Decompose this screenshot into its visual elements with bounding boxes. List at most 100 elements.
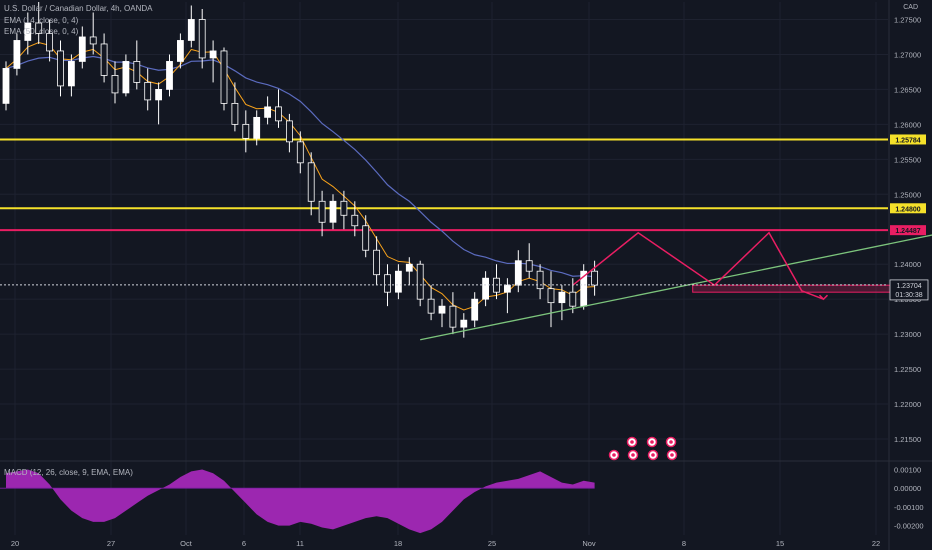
candle-body [471,298,479,321]
candle-body [285,120,293,143]
candle-body [100,43,108,76]
candle-body [264,106,272,118]
price-tick-label: 1.27500 [894,15,921,24]
candle-body [46,33,53,52]
candle-body [24,22,32,41]
candle-body [373,249,381,276]
economic-event-dot-icon [630,440,634,444]
ema-14-legend[interactable]: EMA (14, close, 0, 4) [4,16,79,25]
current-price-label: 1.23704 [896,283,921,290]
candle-body [558,291,566,304]
candle-body [220,50,228,104]
candle-body [318,200,326,223]
candle-body [209,50,217,59]
time-tick-label: Oct [180,539,193,548]
candle-body [296,141,304,164]
time-tick-label: 15 [776,539,784,548]
candle-body [275,106,282,122]
candle-body [155,89,163,101]
candle-body [307,162,315,202]
macd-tick-label: -0.00100 [894,503,924,512]
economic-event-dot-icon [612,453,616,457]
macd-histogram [6,469,595,534]
candle-body [384,274,391,293]
candle-body [133,61,141,83]
projection-arrowhead [818,294,829,301]
bar-countdown-label: 01:30:38 [895,292,922,299]
candle-body [231,102,239,125]
candle-body [166,61,173,90]
candle-body [35,22,43,34]
candle-body [525,260,533,272]
economic-event-dot-icon [631,453,635,457]
macd-legend[interactable]: MACD (12, 26, close, 9, EMA, EMA) [4,468,133,477]
price-tick-label: 1.22000 [894,400,921,409]
macd-tick-label: 0.00100 [894,465,921,474]
candle-body [591,270,598,286]
candle-body [68,61,75,87]
candle-body [416,263,424,300]
level-price-tag [890,203,926,214]
price-tick-label: 1.24000 [894,260,921,269]
candle-body [427,298,435,314]
candle-body [482,277,490,300]
price-tick-label: 1.23000 [894,330,921,339]
price-tick-label: 1.26000 [894,120,921,129]
time-tick-label: 11 [296,539,304,548]
price-tick-label: 1.25500 [894,155,921,164]
level-price-tag [890,134,926,145]
candle-body [449,305,457,328]
candle-body [144,82,152,101]
price-tick-label: 1.26500 [894,85,921,94]
candle-body [514,260,522,286]
candle-body [503,284,511,293]
price-tick-label: 1.22500 [894,365,921,374]
candle-body [405,263,413,272]
candle-body [187,19,195,41]
candle-body [176,40,184,62]
candle-body [198,19,206,59]
level-price-label: 1.24487 [895,228,920,235]
candle-body [253,116,261,139]
candle-body [569,291,577,307]
time-tick-label: 20 [11,539,19,548]
candle-body [536,270,544,290]
economic-event-dot-icon [669,440,673,444]
trendline [420,234,932,341]
current-price-tag [889,279,929,301]
candle-body [362,225,370,251]
candle-body [547,288,555,304]
ema-50-legend[interactable]: EMA (50, close, 0, 4) [4,27,79,36]
symbol-title: U.S. Dollar / Canadian Dollar, 4h, OANDA [4,4,153,13]
candle-body [78,36,86,62]
time-tick-label: 25 [488,539,496,548]
candle-body [329,200,337,223]
level-price-label: 1.25784 [895,137,920,144]
economic-event-dot-icon [650,440,654,444]
price-tick-label: 1.25000 [894,190,921,199]
candle-body [351,214,359,227]
macd-tick-label: 0.00000 [894,484,921,493]
candle-body [13,40,21,69]
currency-label: CAD [903,4,918,11]
candle-body [394,270,402,293]
level-price-tag [890,225,926,236]
time-tick-label: Nov [582,539,596,548]
candle-body [111,75,119,94]
level-price-label: 1.24800 [895,206,920,213]
projection-zone [692,284,901,293]
candle-body [460,319,468,328]
price-tick-label: 1.21500 [894,435,921,444]
time-tick-label: 18 [394,539,402,548]
candle-body [340,200,348,216]
candle-body [89,36,97,45]
candle-body [57,50,64,87]
economic-event-dot-icon [670,453,674,457]
time-tick-label: 22 [872,539,880,548]
candle-body [242,123,250,139]
time-tick-label: 6 [242,539,246,548]
candle-body [438,305,446,314]
economic-event-dot-icon [651,453,655,457]
